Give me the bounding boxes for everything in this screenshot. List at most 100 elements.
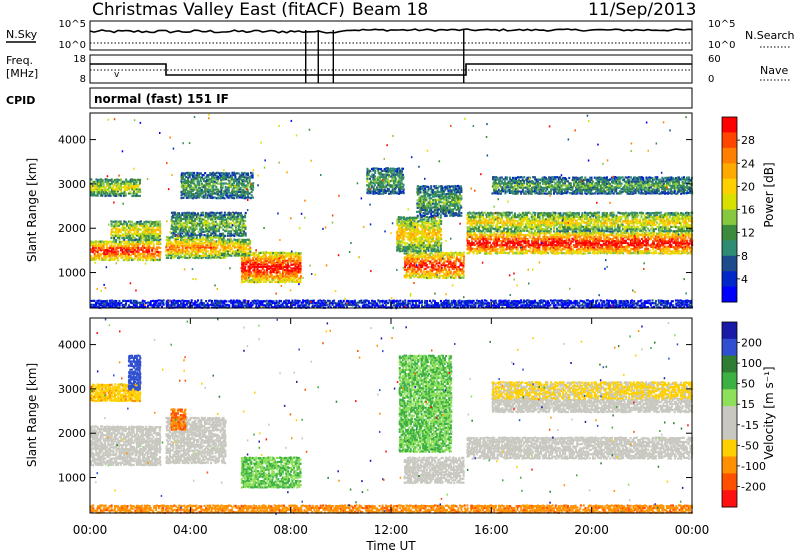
- heatmap-cell-power-2: [96, 186, 99, 189]
- heatmap-cell-power-3: [165, 254, 168, 257]
- heatmap-cell-power-9: [433, 256, 436, 259]
- heatmap-cell-power-3: [179, 254, 182, 258]
- heatmap-cell-power-2: [106, 194, 109, 197]
- heatmap-cell-power-3: [206, 236, 209, 239]
- heatmap-cell-power-0: [98, 257, 101, 260]
- heatmap-cell-power-12: [540, 238, 543, 241]
- heatmap-cell-power-11: [454, 207, 457, 210]
- heatmap-cell-power-1: [121, 227, 124, 230]
- heatmap-cell-power-5: [226, 194, 229, 197]
- heatmap-cell-power-10: [403, 241, 406, 244]
- heatmap-cell-power-5: [212, 176, 215, 179]
- heatmap-cell-power-9: [438, 265, 441, 269]
- heatmap-cell-power-8: [369, 170, 372, 173]
- heatmap-cell-power-11: [432, 198, 435, 202]
- heatmap-cell-power-0: [138, 240, 141, 243]
- heatmap-cell-power-9: [430, 276, 433, 279]
- heatmap-cell-power-12: [502, 234, 505, 237]
- heatmap-cell-power-0: [156, 258, 159, 261]
- heatmap-cell-power-4: [232, 211, 235, 214]
- heatmap-cell-power-4: [212, 222, 215, 225]
- heatmap-cell-power-5: [215, 178, 218, 181]
- heatmap-cell-power-12: [527, 239, 530, 243]
- heatmap-cell-power-0: [142, 255, 145, 258]
- heatmap-cell-power-10: [426, 215, 429, 219]
- heatmap-cell-power-5: [203, 179, 206, 183]
- heatmap-cell-power-9: [449, 270, 452, 273]
- heatmap-cell-power-6: [288, 275, 291, 278]
- heatmap-cell-power-0: [115, 253, 118, 256]
- heatmap-cell-power-2: [95, 182, 98, 185]
- heatmap-cell-power-0: [151, 253, 154, 256]
- heatmap-cell-power-4: [192, 231, 195, 235]
- heatmap-cell-power-12: [466, 244, 469, 247]
- heatmap-cell-power-12: [490, 252, 493, 255]
- heatmap-cell-power-0: [118, 254, 121, 257]
- heatmap-cell-power-12: [529, 243, 532, 246]
- heatmap-cell-power-8: [402, 176, 405, 179]
- heatmap-cell-power-1: [146, 238, 149, 241]
- heatmap-cell-power-2: [96, 188, 99, 191]
- heatmap-cell-power-5: [252, 182, 255, 185]
- heatmap-cell-power-12: [552, 252, 555, 255]
- heatmap-cell-power-12: [538, 236, 541, 239]
- heatmap-cell-power-0: [154, 259, 157, 262]
- heatmap-cell-power-4: [211, 230, 214, 233]
- heatmap-cell-power-7: [239, 246, 242, 249]
- heatmap-cell-power-4: [179, 222, 182, 225]
- heatmap-cell-power-0: [120, 252, 123, 255]
- heatmap-cell-power-5: [180, 177, 183, 181]
- heatmap-cell-power-2: [94, 186, 97, 189]
- heatmap-cell-power-3: [202, 254, 205, 258]
- heatmap-cell-power-2: [90, 178, 93, 181]
- heatmap-cell-power-12: [543, 246, 546, 249]
- heatmap-cell-power-6: [281, 259, 284, 262]
- heatmap-cell-power-3: [170, 244, 173, 247]
- heatmap-cell-power-0: [104, 249, 107, 252]
- heatmap-cell-power-4: [241, 226, 244, 229]
- heatmap-cell-power-3: [189, 256, 192, 259]
- heatmap-cell-power-1: [135, 232, 138, 235]
- heatmap-cell-power-2: [104, 186, 107, 189]
- heatmap-cell-power-4: [228, 226, 231, 229]
- heatmap-cell-power-3: [170, 254, 173, 257]
- heatmap-cell-power-4: [236, 212, 239, 215]
- heatmap-cell-power-6: [242, 265, 245, 268]
- heatmap-cell-power-12: [469, 246, 472, 249]
- heatmap-cell-power-3: [224, 256, 227, 259]
- heatmap-cell-power-5: [209, 192, 212, 195]
- heatmap-cell-power-4: [192, 224, 195, 227]
- heatmap-cell-power-11: [419, 205, 422, 208]
- heatmap-cell-power-9: [447, 270, 450, 273]
- heatmap-cell-power-0: [156, 254, 159, 257]
- heatmap-cell-power-0: [115, 248, 118, 251]
- heatmap-cell-power-5: [251, 172, 254, 175]
- heatmap-cell-power-0: [132, 246, 135, 249]
- heatmap-cell-power-2: [129, 190, 132, 194]
- heatmap-cell-power-0: [134, 257, 137, 260]
- heatmap-cell-power-2: [93, 180, 96, 183]
- heatmap-cell-power-5: [200, 182, 203, 185]
- heatmap-cell-power-4: [202, 222, 205, 225]
- heatmap-cell-power-8: [394, 168, 397, 171]
- heatmap-cell-power-0: [90, 248, 93, 251]
- heatmap-cell-power-2: [101, 179, 104, 182]
- heatmap-cell-power-10: [440, 220, 443, 223]
- heatmap-cell-power-12: [570, 248, 573, 251]
- freq-label: Freq.: [6, 54, 33, 67]
- heatmap-cell-power-0: [146, 256, 149, 260]
- heatmap-cell-power-4: [244, 211, 247, 215]
- freq-line: [90, 63, 692, 76]
- heatmap-cell-power-11: [458, 201, 461, 204]
- heatmap-cell-power-3: [200, 242, 203, 246]
- heatmap-cell-power-2: [120, 180, 123, 183]
- heatmap-cell-power-2: [106, 192, 109, 195]
- heatmap-cell-power-2: [132, 181, 135, 184]
- heatmap-cell-power-6: [254, 281, 257, 284]
- heatmap-cell-power-0: [151, 250, 154, 253]
- heatmap-cell-power-1: [159, 229, 162, 232]
- heatmap-cell-power-5: [243, 184, 246, 187]
- heatmap-cell-power-3: [219, 242, 222, 245]
- heatmap-cell-power-1: [141, 224, 144, 227]
- heatmap-cell-power-4: [189, 216, 192, 219]
